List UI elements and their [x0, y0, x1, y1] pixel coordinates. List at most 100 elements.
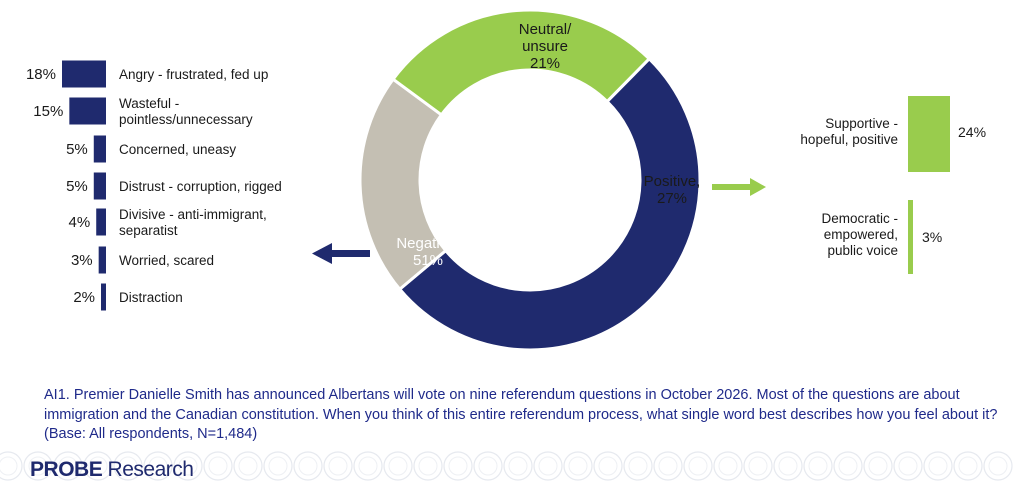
- watermark-ring-inner: [58, 456, 78, 476]
- neg-bar-2: [93, 135, 106, 163]
- neg-category-0: Angry - frustrated, fed up: [119, 67, 268, 82]
- watermark-ring: [833, 451, 863, 481]
- watermark-ring: [683, 451, 713, 481]
- watermark-ring: [893, 451, 923, 481]
- watermark-ring-inner: [178, 456, 198, 476]
- watermark-ring-inner: [868, 456, 888, 476]
- watermark-ring: [503, 451, 533, 481]
- neg-value-0: 18%: [26, 66, 56, 83]
- right-arrow-icon: [750, 178, 766, 196]
- watermark-ring-inner: [388, 456, 408, 476]
- neg-bar-5: [98, 246, 106, 274]
- neg-value-5: 3%: [71, 252, 93, 269]
- watermark-ring-inner: [268, 456, 288, 476]
- neg-bar-0: [62, 60, 106, 88]
- brand-probe-o: O: [58, 458, 75, 481]
- watermark-ring-inner: [988, 456, 1008, 476]
- watermark-ring: [473, 451, 503, 481]
- watermark-ring-inner: [688, 456, 708, 476]
- watermark-ring-inner: [328, 456, 348, 476]
- watermark-ring-inner: [718, 456, 738, 476]
- watermark-ring: [143, 451, 173, 481]
- donut-label-0: Neutral/unsure 21%: [519, 21, 572, 72]
- watermark-ring: [413, 451, 443, 481]
- watermark-ring-inner: [0, 456, 18, 476]
- donut-chart: Neutral/unsure 21% Positive, 27% Negative, 51…: [358, 8, 702, 352]
- brand-research: Research: [102, 458, 194, 481]
- watermark-ring: [293, 451, 323, 481]
- probe-research-logo: PROBE Research: [30, 458, 194, 482]
- watermark-ring: [263, 451, 293, 481]
- watermark-ring-inner: [628, 456, 648, 476]
- watermark-ring-inner: [28, 456, 48, 476]
- watermark-ring-inner: [898, 456, 918, 476]
- watermark-ring-inner: [448, 456, 468, 476]
- watermark-ring: [443, 451, 473, 481]
- watermark-ring-inner: [568, 456, 588, 476]
- watermark-ring: [83, 451, 113, 481]
- watermark-ring: [803, 451, 833, 481]
- watermark-ring-inner: [478, 456, 498, 476]
- watermark-ring: [863, 451, 893, 481]
- watermark-ring-inner: [838, 456, 858, 476]
- watermark-ring-inner: [598, 456, 618, 476]
- neg-category-5: Worried, scared: [119, 253, 214, 268]
- watermark-ring-inner: [658, 456, 678, 476]
- watermark-ring-inner: [508, 456, 528, 476]
- donut-slice-2: [397, 56, 702, 352]
- pos-category-0: Supportive -hopeful, positive: [800, 116, 898, 147]
- watermark-ring: [713, 451, 743, 481]
- watermark-ring: [623, 451, 653, 481]
- negative-breakdown: 18% Angry - frustrated, fed up 15% Wasteful…: [26, 60, 282, 311]
- watermark-ring-inner: [238, 456, 258, 476]
- watermark-ring: [593, 451, 623, 481]
- pos-category-1: Democratic -empowered, public voice: [821, 211, 898, 258]
- neg-bar-4: [96, 208, 106, 236]
- watermark-ring: [773, 451, 803, 481]
- chart: Neutral/unsure 21% Positive, 27% Negative, 51…: [26, 8, 986, 352]
- watermark-ring: [323, 451, 353, 481]
- left-arrow-icon: [312, 243, 332, 264]
- right-arrow-shaft: [712, 184, 752, 190]
- watermark-ring-inner: [88, 456, 108, 476]
- watermark-ring: [983, 451, 1013, 481]
- positive-breakdown: 24% Supportive -hopeful, positive 3% Democr…: [800, 96, 986, 274]
- watermark-ring: [383, 451, 413, 481]
- neg-category-1: Wasteful -pointless/unnecessary: [119, 96, 253, 127]
- watermark-ring-inner: [298, 456, 318, 476]
- neg-category-4: Divisive - anti-immigrant, separatist: [119, 207, 267, 238]
- neg-value-2: 5%: [66, 141, 88, 158]
- watermark-ring-inner: [958, 456, 978, 476]
- pos-bar-0: [908, 96, 950, 172]
- watermark-ring-inner: [358, 456, 378, 476]
- watermark-ring-inner: [148, 456, 168, 476]
- neg-value-1: 15%: [33, 103, 63, 120]
- neg-category-3: Distrust - corruption, rigged: [119, 179, 282, 194]
- donut-label-1: Positive, 27%: [644, 173, 701, 207]
- watermark-ring: [233, 451, 263, 481]
- watermark-ring: [0, 451, 23, 481]
- watermark-ring: [563, 451, 593, 481]
- watermark-ring-inner: [778, 456, 798, 476]
- neg-category-2: Concerned, uneasy: [119, 142, 236, 157]
- neg-category-6: Distraction: [119, 290, 183, 305]
- watermark-ring-inner: [808, 456, 828, 476]
- watermark-ring: [353, 451, 383, 481]
- watermark-ring-inner: [928, 456, 948, 476]
- watermark-ring: [533, 451, 563, 481]
- pos-bar-1: [908, 200, 913, 274]
- watermark-ring-inner: [418, 456, 438, 476]
- neg-value-6: 2%: [73, 289, 95, 306]
- watermark-ring: [113, 451, 143, 481]
- watermark-pattern: [0, 451, 1013, 481]
- neg-bar-3: [93, 172, 106, 200]
- watermark-ring-inner: [748, 456, 768, 476]
- watermark-ring: [203, 451, 233, 481]
- neg-bar-6: [101, 283, 106, 311]
- neg-value-3: 5%: [66, 178, 88, 195]
- pos-value-0: 24%: [958, 124, 986, 140]
- watermark-ring: [923, 451, 953, 481]
- question-text: AI1. Premier Danielle Smith has announce…: [44, 387, 998, 442]
- watermark-ring-inner: [538, 456, 558, 476]
- donut-label-2: Negative, 51%: [396, 235, 459, 269]
